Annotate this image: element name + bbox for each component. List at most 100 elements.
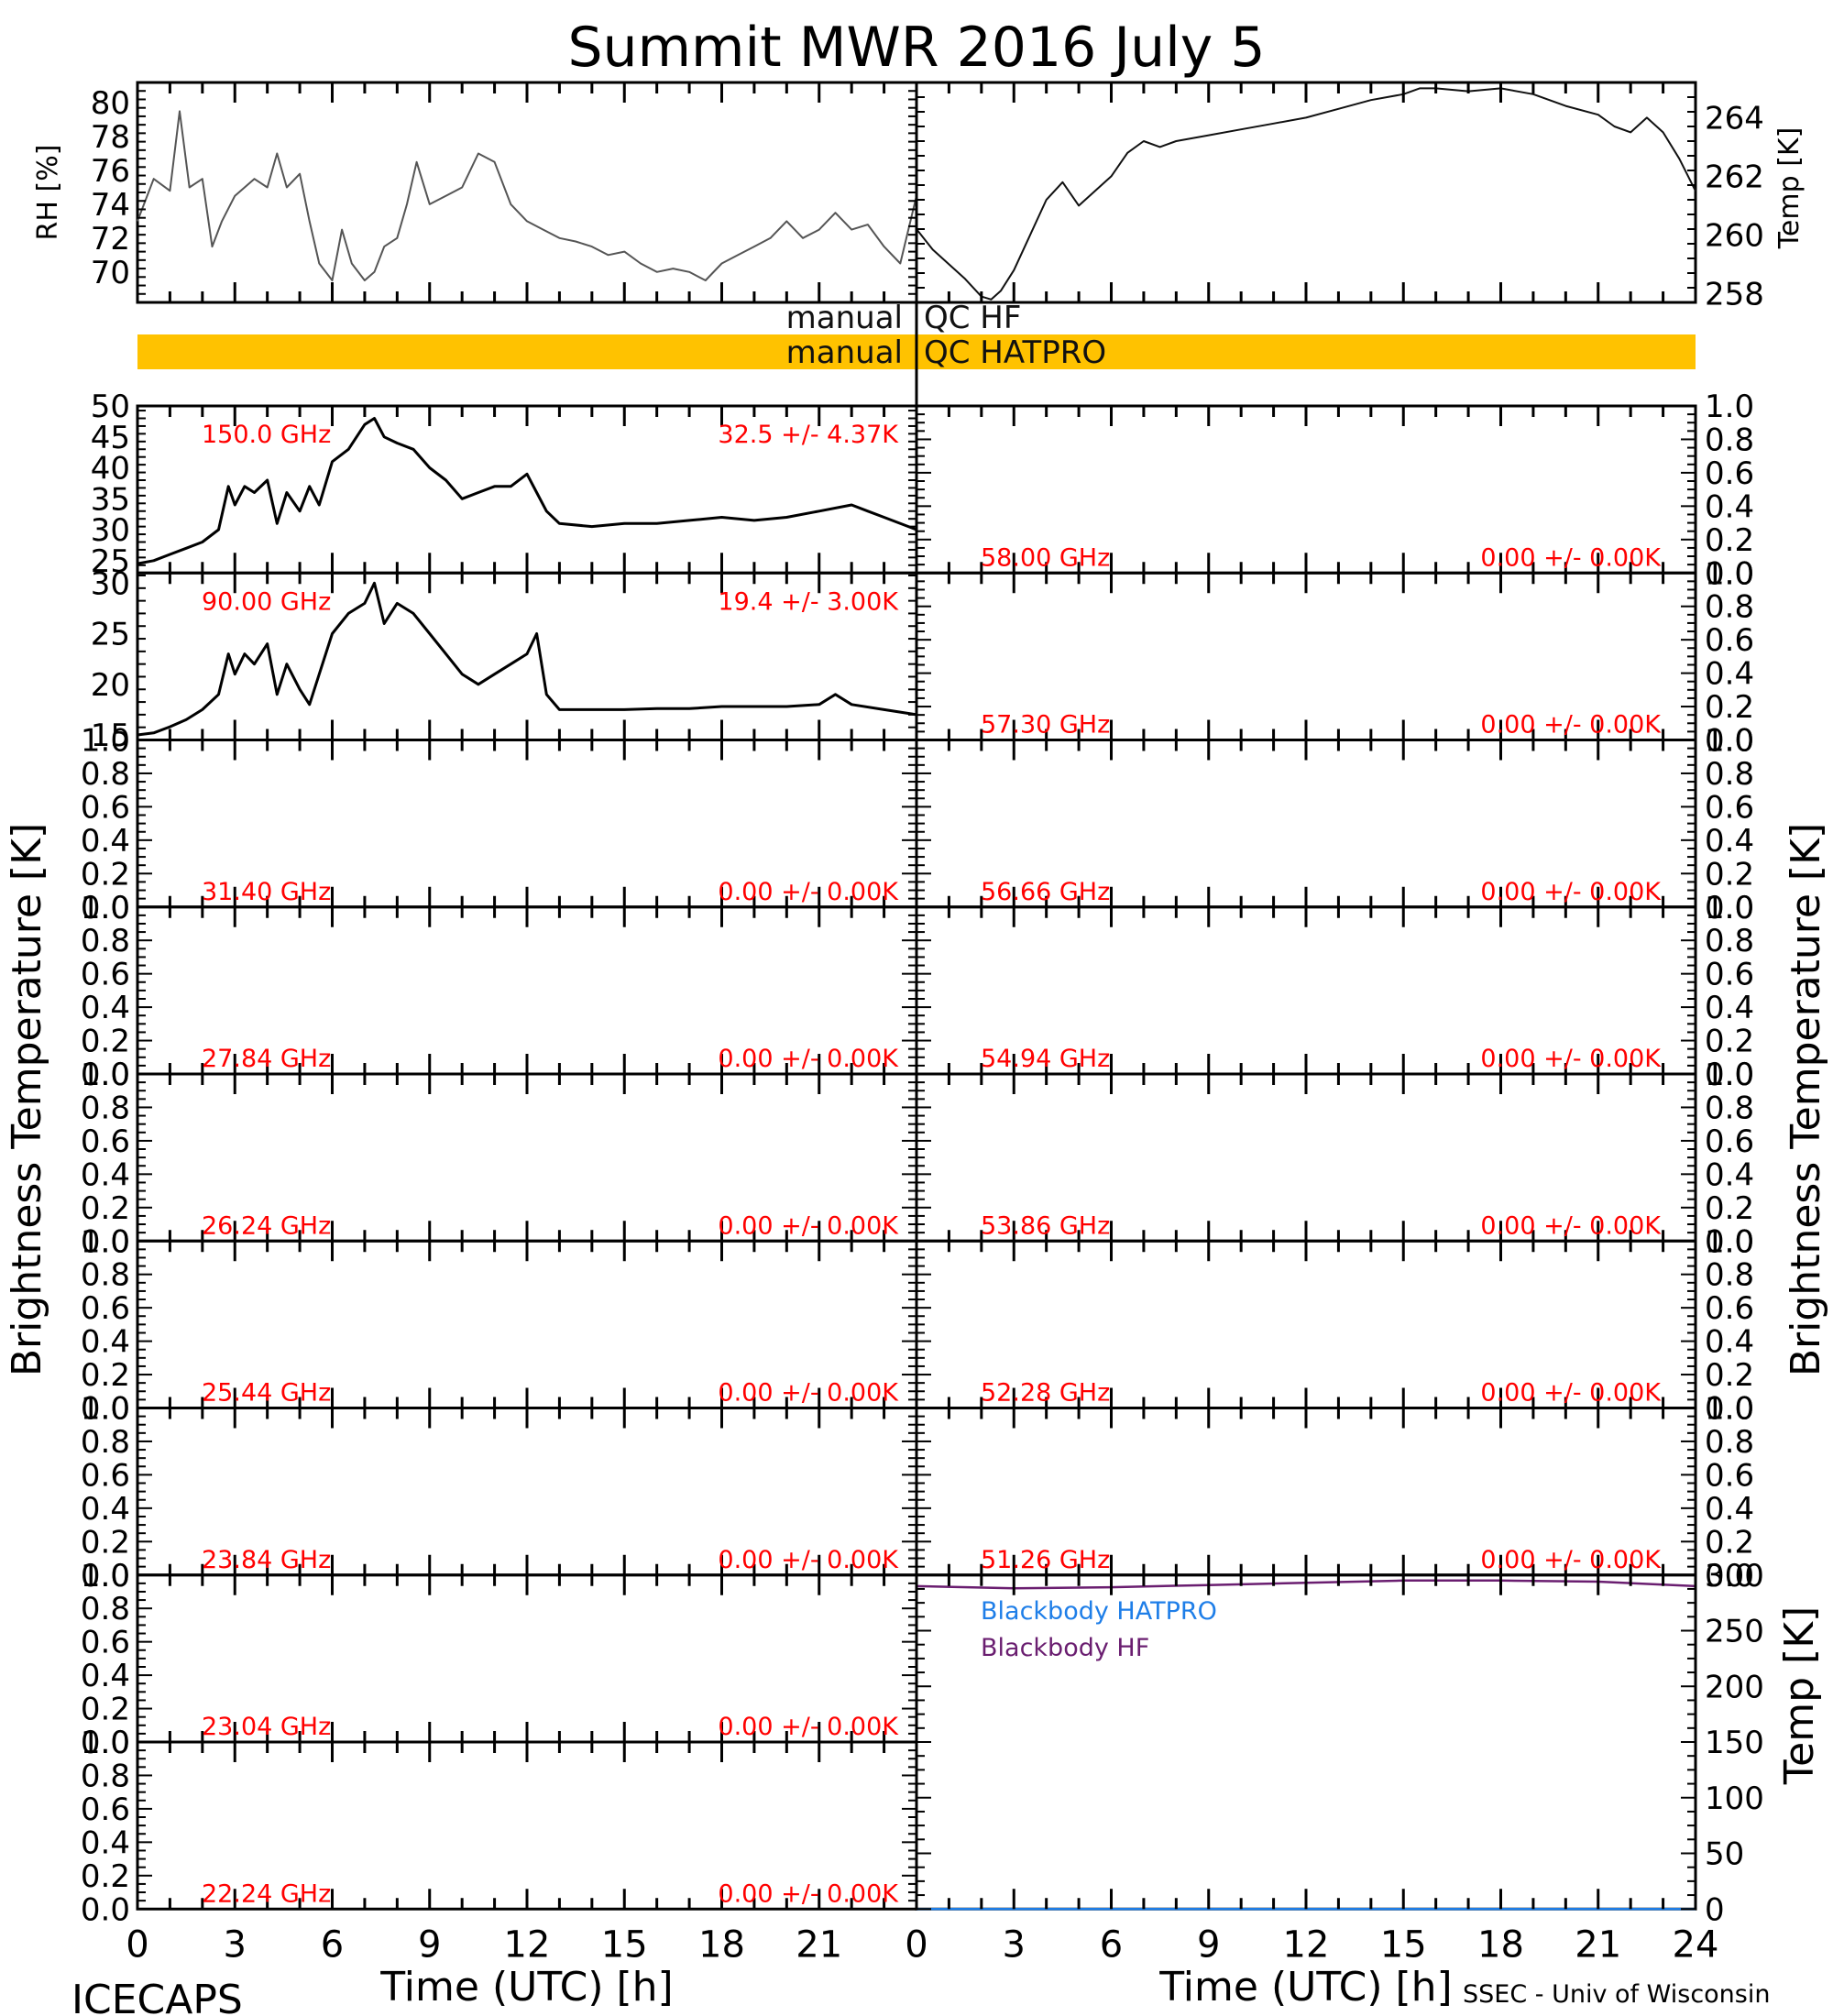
- right-xtick-label: 18: [1477, 1923, 1524, 1966]
- left-panel-axis-ytick-label: 50: [91, 389, 130, 425]
- temp-axis-ytick-label: 258: [1705, 276, 1764, 312]
- right-panel-freq-label: 58.00 GHz: [981, 543, 1110, 572]
- right-panel-freq-label: 52.28 GHz: [981, 1379, 1110, 1408]
- left-panel-axis-ytick-label: 0.4: [81, 1491, 130, 1528]
- right-panel-axis-ytick-label: 0.4: [1705, 990, 1754, 1026]
- left-panel-axis-ytick-label: 0.6: [81, 1290, 130, 1327]
- left-panel-axis-ytick-label: 0.4: [81, 990, 130, 1026]
- blackbody-legend-label: Blackbody HATPRO: [981, 1597, 1217, 1626]
- right-panel-freq-label: 57.30 GHz: [981, 711, 1110, 740]
- right-panel-axis-ytick-label: 0.0: [1705, 723, 1754, 760]
- left-panel-axis-ytick-label: 35: [91, 481, 130, 518]
- left-panel-freq-label: 22.24 GHz: [202, 1879, 331, 1908]
- left-panel-axis-ytick-label: 0.2: [81, 1692, 130, 1728]
- left-panel-axis-ytick-label: 0.2: [81, 1524, 130, 1561]
- rh-series-line: [137, 110, 917, 281]
- left-panel-axis-ytick-label: 0.4: [81, 1156, 130, 1193]
- left-panel-axis-ytick-label: 0.2: [81, 1024, 130, 1060]
- rh-axis-ytick-label: 78: [91, 119, 130, 156]
- left-panel-freq-label: 23.04 GHz: [202, 1713, 331, 1741]
- left-panel-stat-label: 19.4 +/- 3.00K: [718, 587, 899, 616]
- left-panel-axis-ytick-label: 30: [91, 512, 130, 549]
- right-panel-axis-ytick-label: 0.2: [1705, 856, 1754, 893]
- left-panel-axis-ytick-label: 0.8: [81, 1257, 130, 1294]
- right-panel-freq-label: 51.26 GHz: [981, 1546, 1110, 1574]
- left-panel-axis-ytick-label: 1.0: [81, 1057, 130, 1093]
- right-panel-axis-ytick-label: 1.0: [1705, 555, 1754, 592]
- right-panel-axis-ytick-label: 0.0: [1705, 1558, 1754, 1594]
- right-panel-axis-ytick-label: 0.4: [1705, 1156, 1754, 1193]
- left-panel-axis-ytick-label: 1.0: [81, 890, 130, 926]
- right-panel-axis-ytick-label: 0.8: [1705, 923, 1754, 959]
- temp-axis-label: Temp [K]: [1773, 127, 1806, 250]
- right-panel-freq-label: 53.86 GHz: [981, 1211, 1110, 1240]
- left-panel-axis-ytick-label: 0.0: [81, 1223, 130, 1260]
- blackbody-axis-ytick-label: 0: [1705, 1891, 1725, 1928]
- left-panel-axis-ytick-label: 0.0: [81, 1725, 130, 1761]
- left-panel-axis-ytick-label: 20: [91, 667, 130, 704]
- right-panel-axis-ytick-label: 1.0: [1705, 1391, 1754, 1428]
- right-panel-axis-ytick-label: 0.2: [1705, 1024, 1754, 1060]
- right-panel-axis-ytick-label: 1.0: [1705, 723, 1754, 760]
- blackbody-axis-ytick-label: 100: [1705, 1780, 1764, 1817]
- right-xtick-label: 12: [1283, 1923, 1330, 1966]
- right-panel-freq-label: 56.66 GHz: [981, 878, 1110, 906]
- right-panel-axis-ytick-label: 0.0: [1705, 1223, 1754, 1260]
- right-panel-axis-ytick-label: 0.2: [1705, 1190, 1754, 1227]
- left-panel-axis-ytick-label: 45: [91, 420, 130, 456]
- blackbody-axis-ytick-label: 300: [1705, 1558, 1764, 1594]
- blackbody-axis-ytick-label: 150: [1705, 1725, 1764, 1761]
- left-panel-series-line: [137, 417, 917, 565]
- left-xtick-label: 18: [698, 1923, 745, 1966]
- right-panel-axis-ytick-label: 0.2: [1705, 1524, 1754, 1561]
- left-panel-freq-label: 31.40 GHz: [202, 878, 331, 906]
- qc-hatpro-label-left: manual: [786, 334, 903, 371]
- right-xtick-label: 9: [1197, 1923, 1220, 1966]
- right-panel-axis-ytick-label: 0.6: [1705, 957, 1754, 993]
- rh-axis-ytick-label: 70: [91, 255, 130, 291]
- right-panel-axis-ytick-label: 0.8: [1705, 422, 1754, 458]
- right-xtick-label: 15: [1380, 1923, 1427, 1966]
- right-panel-freq-label: 54.94 GHz: [981, 1045, 1110, 1073]
- left-panel-series-line: [137, 581, 917, 737]
- right-panel-axis-ytick-label: 1.0: [1705, 389, 1754, 425]
- blackbody-y-axis-label: Temp [K]: [1776, 1606, 1823, 1785]
- right-xtick-label: 21: [1575, 1923, 1621, 1966]
- left-panel-axis-ytick-label: 0.2: [81, 856, 130, 893]
- left-panel-freq-label: 26.24 GHz: [202, 1211, 331, 1240]
- left-xtick-label: 15: [601, 1923, 648, 1966]
- left-panel-axis-ytick-label: 30: [91, 565, 130, 602]
- left-panel-axis-ytick-label: 0.4: [81, 1824, 130, 1861]
- left-panel-axis-ytick-label: 0.8: [81, 756, 130, 793]
- left-panel-freq-label: 27.84 GHz: [202, 1045, 331, 1073]
- right-panel-stat-label: 0.00 +/- 0.00K: [1480, 711, 1662, 740]
- right-panel-axis-ytick-label: 0.2: [1705, 522, 1754, 559]
- right-panel-stat-label: 0.00 +/- 0.00K: [1480, 1045, 1662, 1073]
- left-panel-freq-label: 150.0 GHz: [202, 421, 331, 449]
- blackbody-series-line: [916, 1579, 1696, 1590]
- left-panel-axis-ytick-label: 0.6: [81, 1123, 130, 1160]
- right-panel-axis-ytick-label: 0.0: [1705, 890, 1754, 926]
- left-panel-axis-ytick-label: 0.8: [81, 1591, 130, 1627]
- left-panel-stat-label: 0.00 +/- 0.00K: [718, 1879, 899, 1908]
- right-panel-axis-ytick-label: 0.4: [1705, 823, 1754, 860]
- left-panel-axis-ytick-label: 0.6: [81, 1457, 130, 1494]
- rh-axis-ytick-label: 76: [91, 153, 130, 190]
- ticks-group: [136, 82, 1697, 1911]
- right-panel-stat-label: 0.00 +/- 0.00K: [1480, 1379, 1662, 1408]
- blackbody-axis-ytick-label: 200: [1705, 1669, 1764, 1705]
- left-panel-freq-label: 25.44 GHz: [202, 1379, 331, 1408]
- footer-left-label: ICECAPS: [71, 1977, 243, 2016]
- right-panel-stat-label: 0.00 +/- 0.00K: [1480, 543, 1662, 572]
- left-panel-axis-ytick-label: 0.2: [81, 1357, 130, 1394]
- left-panel-axis-ytick-label: 0.4: [81, 823, 130, 860]
- right-panel-axis-ytick-label: 0.8: [1705, 589, 1754, 626]
- left-panel-axis-ytick-label: 0.8: [81, 1090, 130, 1126]
- right-panel-stat-label: 0.00 +/- 0.00K: [1480, 1546, 1662, 1574]
- right-panel-axis-ytick-label: 0.6: [1705, 622, 1754, 659]
- figure-title: Summit MWR 2016 July 5: [567, 16, 1265, 80]
- left-panel-stat-label: 32.5 +/- 4.37K: [718, 421, 899, 449]
- left-panel-axis-ytick-label: 0.4: [81, 1324, 130, 1361]
